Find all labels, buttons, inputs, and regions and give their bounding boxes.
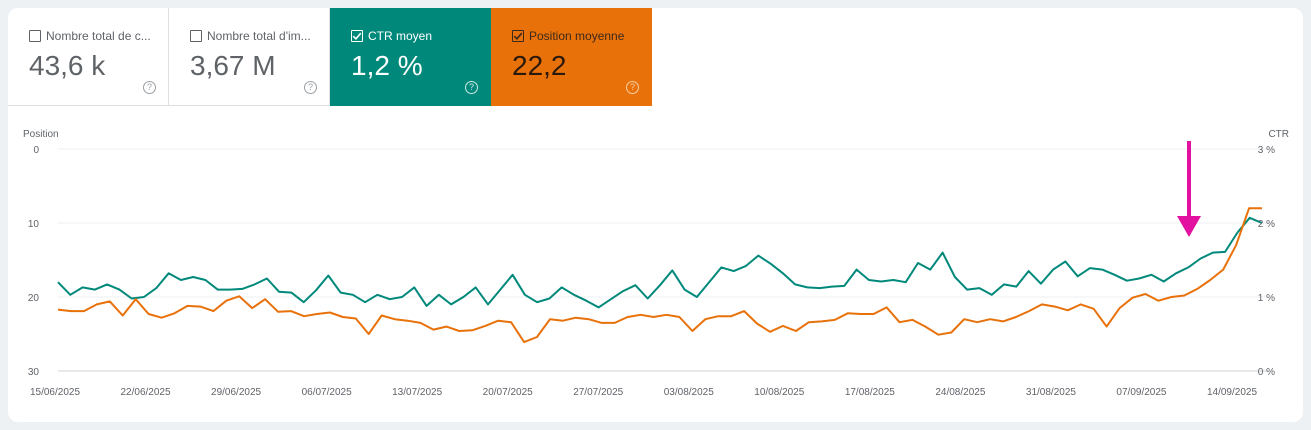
help-icon[interactable]: ? <box>465 81 478 94</box>
x-tick-label: 13/07/2025 <box>392 387 442 398</box>
metric-label: CTR moyen <box>368 29 433 43</box>
left-axis-title: Position <box>23 129 59 140</box>
left-tick-label: 30 <box>28 367 40 378</box>
metric-value: 43,6 k <box>29 50 106 81</box>
x-tick-label: 29/06/2025 <box>211 387 261 398</box>
metric-average-ctr[interactable]: CTR moyen 1,2 % ? <box>330 8 491 106</box>
checkbox-icon[interactable] <box>190 30 202 42</box>
performance-card: Nombre total de c... 43,6 k ? Nombre tot… <box>8 8 1303 422</box>
annotation-arrow-head <box>1177 216 1201 237</box>
left-tick-label: 10 <box>28 219 40 230</box>
metric-tabs: Nombre total de c... 43,6 k ? Nombre tot… <box>8 8 652 106</box>
right-tick-label: 3 % <box>1258 145 1275 156</box>
metric-total-clicks[interactable]: Nombre total de c... 43,6 k ? <box>8 8 169 106</box>
metric-label: Position moyenne <box>529 29 625 43</box>
help-icon[interactable]: ? <box>304 81 317 94</box>
metric-average-position[interactable]: Position moyenne 22,2 ? <box>491 8 652 106</box>
x-tick-label: 10/08/2025 <box>754 387 804 398</box>
x-tick-label: 06/07/2025 <box>302 387 352 398</box>
x-tick-label: 31/08/2025 <box>1026 387 1076 398</box>
x-tick-label: 20/07/2025 <box>483 387 533 398</box>
performance-chart: Position CTR 0 3 % 10 2 % 20 1 % 30 0 % 15/06/2025… <box>23 129 1289 398</box>
metric-value: 3,67 M <box>190 50 276 81</box>
help-icon[interactable]: ? <box>626 81 639 94</box>
x-tick-label: 24/08/2025 <box>935 387 985 398</box>
metric-label: Nombre total de c... <box>46 29 151 43</box>
checkbox-checked-icon[interactable] <box>512 30 524 42</box>
left-tick-label: 20 <box>28 293 40 304</box>
position-series-line <box>57 207 1262 344</box>
x-tick-label: 27/07/2025 <box>573 387 623 398</box>
x-tick-label: 07/09/2025 <box>1116 387 1166 398</box>
checkbox-checked-icon[interactable] <box>351 30 363 42</box>
metric-total-impressions[interactable]: Nombre total d'im... 3,67 M ? <box>169 8 330 106</box>
metric-label: Nombre total d'im... <box>207 29 311 43</box>
right-tick-label: 2 % <box>1258 219 1275 230</box>
ctr-series-line <box>57 216 1263 309</box>
metric-value: 1,2 % <box>351 50 423 81</box>
checkbox-icon[interactable] <box>29 30 41 42</box>
x-tick-label: 15/06/2025 <box>30 387 80 398</box>
x-tick-label: 17/08/2025 <box>845 387 895 398</box>
x-tick-label: 22/06/2025 <box>121 387 171 398</box>
metric-value: 22,2 <box>512 50 567 81</box>
right-tick-label: 1 % <box>1258 293 1275 304</box>
help-icon[interactable]: ? <box>143 81 156 94</box>
x-tick-label: 03/08/2025 <box>664 387 714 398</box>
left-tick-label: 0 <box>33 145 39 156</box>
right-axis-title: CTR <box>1268 129 1289 140</box>
right-tick-label: 0 % <box>1258 367 1275 378</box>
x-tick-label: 14/09/2025 <box>1207 387 1257 398</box>
